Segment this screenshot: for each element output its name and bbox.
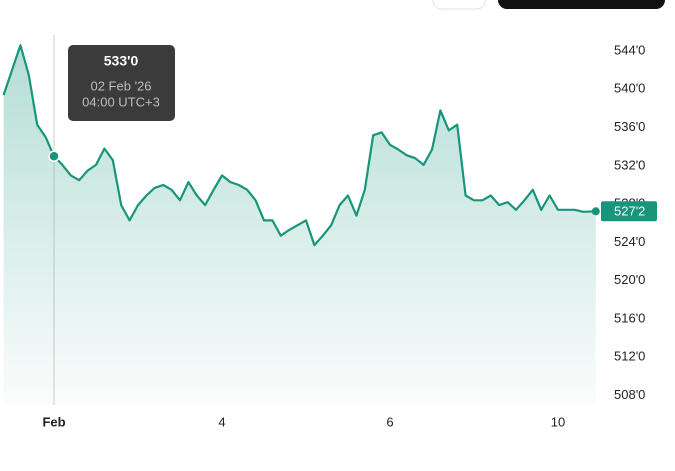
x-tick-label: 6 bbox=[386, 414, 393, 429]
y-tick-label: 516'0 bbox=[614, 310, 645, 325]
y-tick-label: 532'0 bbox=[614, 157, 645, 172]
y-tick-label: 536'0 bbox=[614, 119, 645, 134]
toolbar-button[interactable] bbox=[498, 0, 665, 9]
tooltip-value: 533'0 bbox=[104, 53, 139, 69]
tooltip-point bbox=[48, 150, 60, 163]
plot-area bbox=[2, 35, 600, 406]
last-price-label: 527'2 bbox=[614, 204, 645, 219]
x-tick-label: 4 bbox=[218, 414, 225, 429]
last-point bbox=[591, 207, 600, 216]
y-tick-label: 540'0 bbox=[614, 81, 645, 96]
toolbar-button[interactable] bbox=[432, 0, 486, 10]
x-tick-label: Feb bbox=[42, 414, 65, 429]
y-tick-label: 524'0 bbox=[614, 234, 645, 249]
y-tick-label: 520'0 bbox=[614, 272, 645, 287]
last-price-badge bbox=[601, 201, 657, 222]
price-line bbox=[2, 44, 596, 247]
tooltip-date: 02 Feb '26 bbox=[90, 78, 151, 93]
y-tick-label: 544'0 bbox=[614, 42, 645, 57]
y-tick-label: 508'0 bbox=[614, 387, 645, 402]
y-tick-label: 512'0 bbox=[614, 349, 645, 364]
tooltip-time: 04:00 UTC+3 bbox=[82, 94, 160, 109]
x-tick-label: 10 bbox=[551, 414, 565, 429]
tooltip-box bbox=[68, 45, 175, 121]
